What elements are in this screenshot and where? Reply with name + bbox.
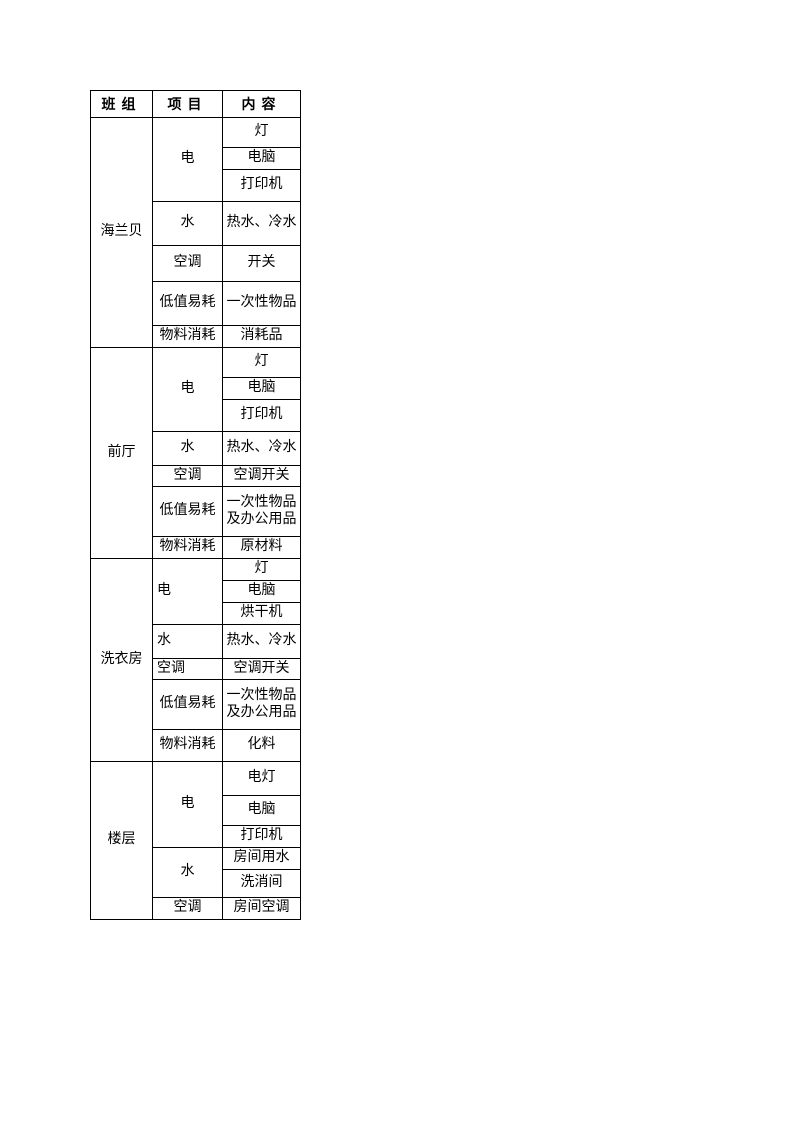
- header-item: 项目: [153, 91, 223, 118]
- content-cell: 烘干机: [223, 602, 301, 624]
- header-row: 班组 项目 内容: [91, 91, 301, 118]
- content-cell: 化料: [223, 730, 301, 762]
- table-row: 洗衣房电灯: [91, 559, 301, 581]
- item-cell: 水: [153, 201, 223, 245]
- content-cell: 电脑: [223, 796, 301, 826]
- item-cell: 电: [153, 559, 223, 624]
- item-cell: 电: [153, 762, 223, 848]
- content-cell: 房间空调: [223, 897, 301, 919]
- item-cell: 低值易耗: [153, 487, 223, 537]
- table-row: 前厅电灯: [91, 347, 301, 377]
- item-cell: 空调: [153, 897, 223, 919]
- item-cell: 水: [153, 431, 223, 465]
- content-cell: 开关: [223, 245, 301, 281]
- item-cell: 物料消耗: [153, 537, 223, 559]
- content-cell: 消耗品: [223, 325, 301, 347]
- content-cell: 原材料: [223, 537, 301, 559]
- content-cell: 打印机: [223, 169, 301, 201]
- content-cell: 打印机: [223, 399, 301, 431]
- item-cell: 物料消耗: [153, 730, 223, 762]
- content-cell: 洗消间: [223, 869, 301, 897]
- item-cell: 低值易耗: [153, 281, 223, 325]
- content-cell: 打印机: [223, 826, 301, 848]
- item-cell: 低值易耗: [153, 680, 223, 730]
- content-cell: 空调开关: [223, 465, 301, 487]
- item-cell: 电: [153, 347, 223, 431]
- group-cell: 洗衣房: [91, 559, 153, 762]
- item-cell: 空调: [153, 658, 223, 680]
- group-cell: 前厅: [91, 347, 153, 558]
- table-row: 楼层电电灯: [91, 762, 301, 796]
- item-cell: 水: [153, 624, 223, 658]
- resource-table: 班组 项目 内容 海兰贝电灯电脑打印机水热水、冷水空调开关低值易耗一次性物品物料…: [90, 90, 301, 920]
- content-cell: 灯: [223, 347, 301, 377]
- content-cell: 电脑: [223, 148, 301, 170]
- content-cell: 一次性物品: [223, 281, 301, 325]
- item-cell: 物料消耗: [153, 325, 223, 347]
- header-group: 班组: [91, 91, 153, 118]
- item-cell: 电: [153, 118, 223, 202]
- header-content: 内容: [223, 91, 301, 118]
- content-cell: 热水、冷水: [223, 201, 301, 245]
- content-cell: 空调开关: [223, 658, 301, 680]
- group-cell: 楼层: [91, 762, 153, 919]
- content-cell: 电脑: [223, 377, 301, 399]
- content-cell: 电脑: [223, 580, 301, 602]
- item-cell: 空调: [153, 245, 223, 281]
- content-cell: 灯: [223, 559, 301, 581]
- item-cell: 水: [153, 848, 223, 898]
- content-cell: 热水、冷水: [223, 431, 301, 465]
- content-cell: 一次性物品及办公用品: [223, 487, 301, 537]
- content-cell: 房间用水: [223, 848, 301, 870]
- content-cell: 灯: [223, 118, 301, 148]
- group-cell: 海兰贝: [91, 118, 153, 348]
- content-cell: 电灯: [223, 762, 301, 796]
- content-cell: 热水、冷水: [223, 624, 301, 658]
- table-row: 海兰贝电灯: [91, 118, 301, 148]
- item-cell: 空调: [153, 465, 223, 487]
- content-cell: 一次性物品及办公用品: [223, 680, 301, 730]
